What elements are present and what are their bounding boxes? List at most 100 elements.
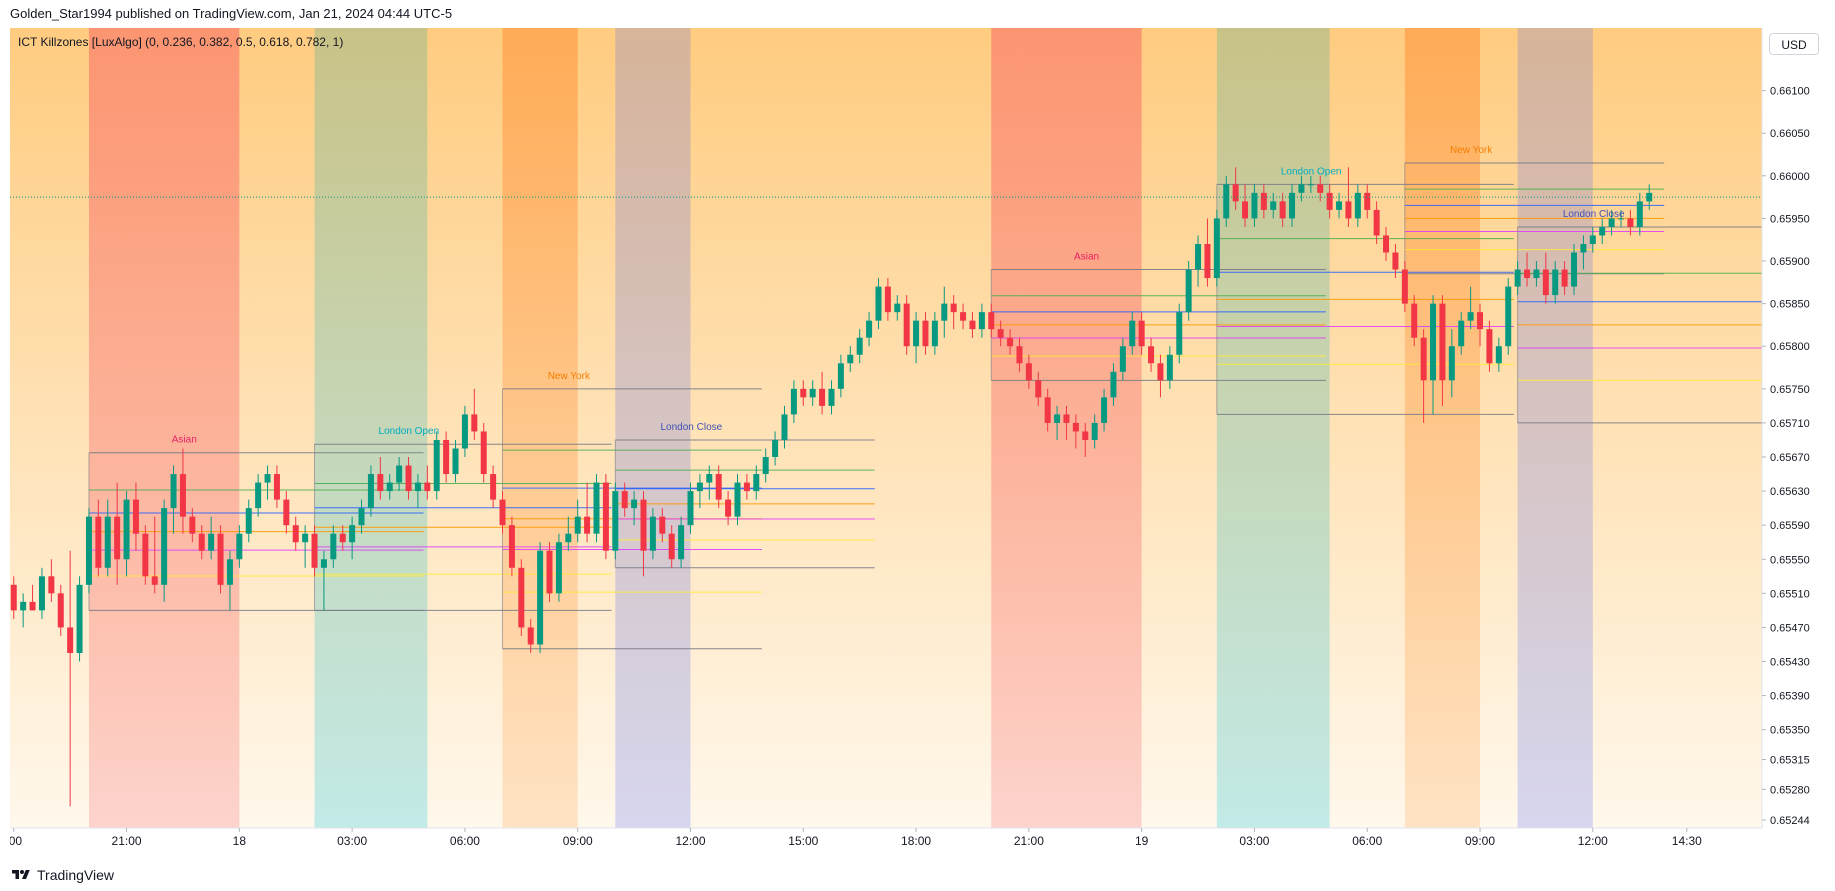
price-tick-label: 0.65850 (1770, 299, 1810, 311)
candle-body (837, 363, 844, 389)
candle-body (574, 516, 581, 534)
candle-body (358, 508, 365, 526)
candle-body (349, 525, 356, 543)
candle-body (960, 312, 967, 321)
candle-body (198, 533, 205, 551)
candles-layer (10, 167, 1653, 807)
candle-body (828, 388, 835, 406)
candle-body (1533, 269, 1540, 279)
candle-body (903, 303, 910, 347)
candle-body (433, 439, 440, 492)
currency-button[interactable]: USD (1769, 33, 1819, 55)
time-tick-label: :00 (10, 834, 22, 848)
price-tick-label: 0.65950 (1770, 213, 1810, 225)
time-axis-background (10, 828, 1830, 864)
candle-body (847, 354, 854, 364)
price-tick-label: 0.65470 (1770, 622, 1810, 634)
candle-body (1082, 431, 1089, 440)
candle-body (659, 516, 666, 534)
candle-body (1364, 192, 1371, 210)
candle-body (1063, 414, 1070, 423)
candle-body (255, 482, 262, 509)
candle-body (1166, 354, 1173, 381)
killzone-label: London Close (1563, 209, 1625, 220)
candle-body (753, 474, 760, 492)
candle-body (518, 567, 525, 628)
candle-body (1646, 192, 1653, 202)
candle-body (631, 499, 638, 509)
killzone-label: London Open (1281, 166, 1342, 177)
chart-svg[interactable]: Asian London Open New York London Close Asia… (10, 28, 1830, 864)
killzone-band-london_close (615, 28, 691, 828)
candle-body (555, 542, 562, 594)
publish-header: Golden_Star1994 published on TradingView… (10, 6, 453, 21)
candle-body (537, 550, 544, 645)
candle-body (1138, 320, 1145, 347)
candle-body (264, 474, 271, 483)
candle-body (1091, 422, 1098, 440)
footer-brand[interactable]: TradingView (10, 864, 114, 886)
price-tick-label: 0.65390 (1770, 691, 1810, 703)
killzone-label: Asian (172, 435, 197, 446)
time-axis[interactable]: :00 21:00 18 03:00 06:00 09:00 12:00 15:00 18:00… (10, 828, 1702, 848)
killzone-label: New York (548, 371, 591, 382)
candle-body (621, 491, 628, 509)
price-tick-label: 0.65550 (1770, 554, 1810, 566)
candle-body (292, 525, 299, 543)
candle-body (884, 286, 891, 313)
candle-body (499, 499, 506, 526)
candle-body (1524, 269, 1531, 279)
killzone-label: London Close (660, 422, 722, 433)
candle-body (245, 508, 252, 534)
candle-body (894, 303, 901, 313)
price-tick-label: 0.65710 (1770, 418, 1810, 430)
candle-body (1636, 201, 1643, 227)
candle-body (1251, 192, 1258, 219)
candle-body (1561, 269, 1568, 287)
candle-body (584, 516, 591, 534)
candle-body (1552, 269, 1559, 296)
price-axis[interactable]: 0.66100 0.66050 0.66000 0.65950 0.65900 0.658… (1762, 86, 1810, 827)
candle-body (1420, 337, 1427, 381)
candle-body (1260, 192, 1267, 210)
candle-body (1148, 346, 1155, 364)
candle-body (978, 312, 985, 330)
price-tick-label: 0.65800 (1770, 341, 1810, 353)
candle-body (1307, 184, 1314, 186)
candle-body (1467, 312, 1474, 321)
price-tick-label: 0.65590 (1770, 520, 1810, 532)
candle-body (781, 414, 788, 440)
candle-body (1298, 184, 1305, 193)
candle-body (67, 627, 74, 653)
candle-body (1072, 422, 1079, 432)
indicator-legend[interactable]: ICT Killzones [LuxAlgo] (0, 0.236, 0.382… (18, 35, 344, 49)
candle-body (1176, 312, 1183, 355)
candle-body (1317, 184, 1324, 193)
candle-body (875, 286, 882, 321)
price-tick-label: 0.65315 (1770, 755, 1810, 767)
candle-body (471, 414, 478, 432)
candle-body (1477, 312, 1484, 330)
killzone-band-london_open (314, 28, 428, 828)
price-tick-label: 0.65670 (1770, 452, 1810, 464)
time-tick-label: 09:00 (563, 834, 593, 848)
candle-body (1448, 346, 1455, 381)
candle-body (490, 474, 497, 500)
candle-body (922, 320, 929, 347)
time-tick-label: 18 (233, 834, 247, 848)
candle-body (1007, 337, 1014, 347)
candle-body (367, 474, 374, 509)
candle-body (1223, 184, 1230, 219)
candle-body (988, 312, 995, 330)
chart-area[interactable]: Asian London Open New York London Close Asia… (10, 28, 1830, 864)
candle-body (302, 533, 309, 543)
price-tick-label: 0.65244 (1770, 815, 1810, 827)
candle-body (1195, 243, 1202, 270)
candle-body (800, 388, 807, 398)
candle-body (1383, 235, 1390, 253)
candle-body (1589, 235, 1596, 244)
candle-body (480, 431, 487, 475)
candle-body (377, 474, 384, 492)
candle-body (1279, 201, 1286, 219)
candle-body (1486, 329, 1493, 364)
